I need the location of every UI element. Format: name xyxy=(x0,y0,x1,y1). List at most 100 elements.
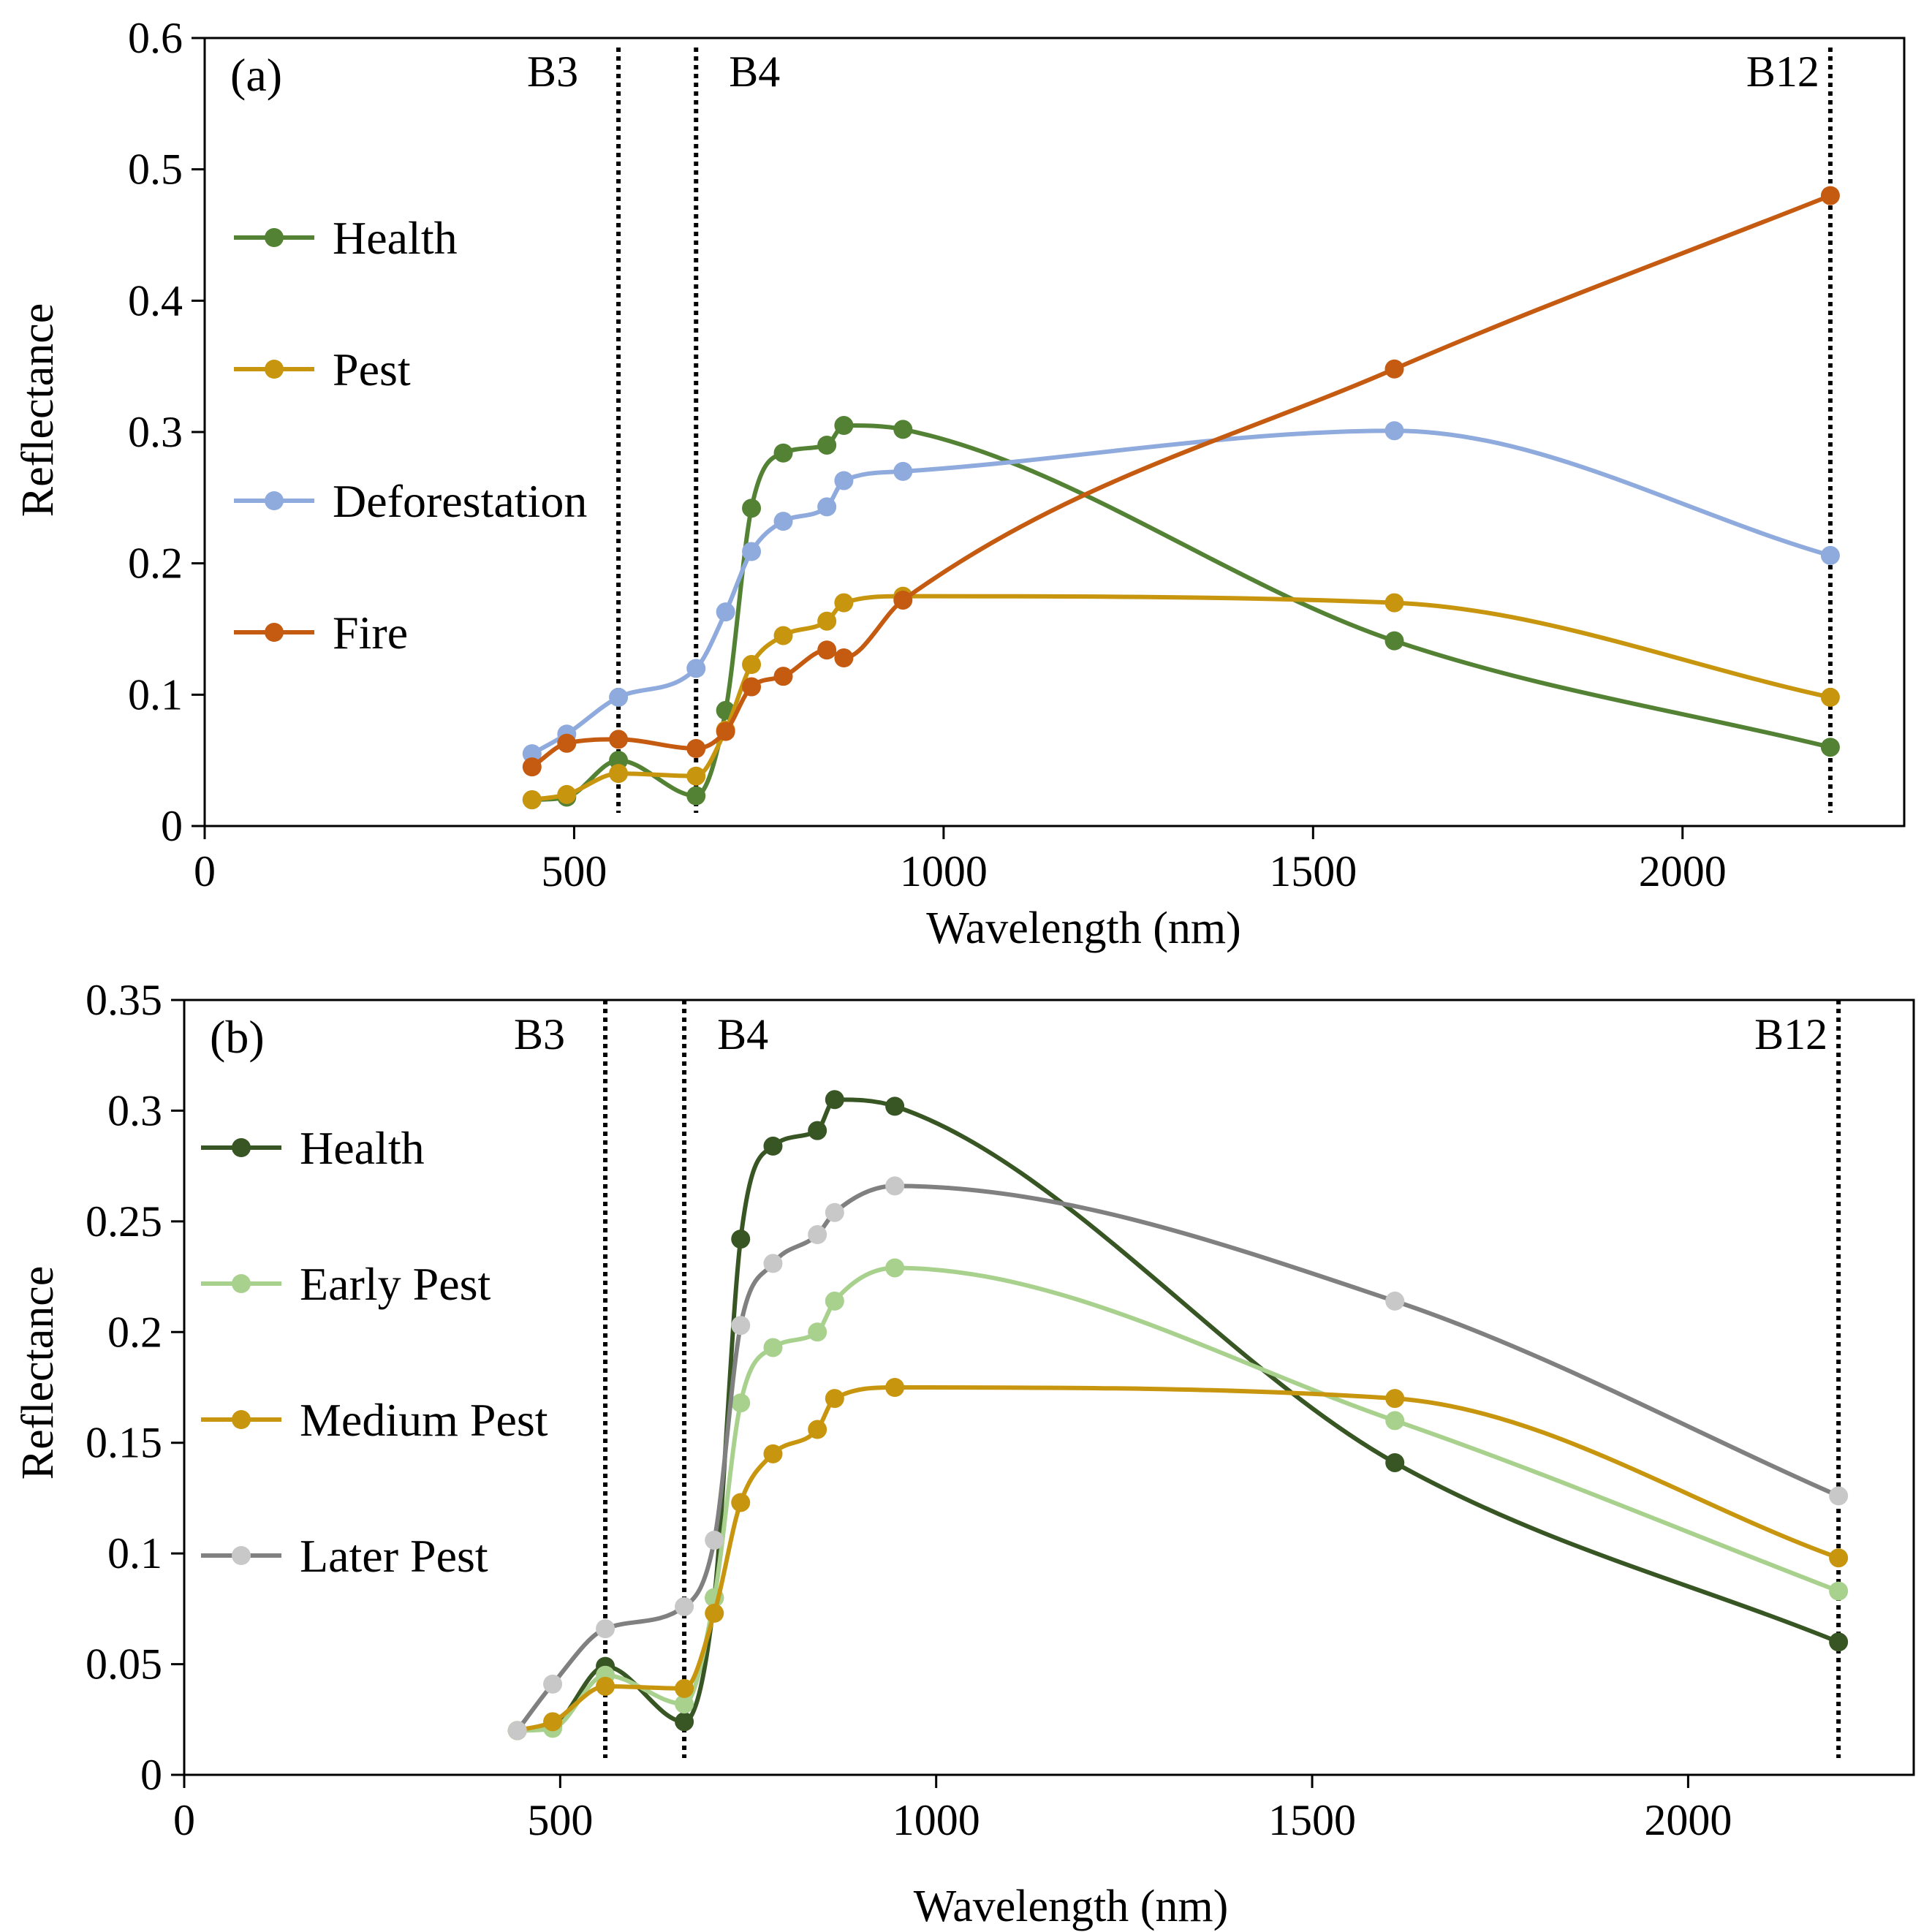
panel-a-data-point-health xyxy=(1385,632,1404,651)
panel-a-band-label-b12: B12 xyxy=(1746,48,1819,96)
panel-a-data-point-fire xyxy=(1385,360,1404,379)
panel-a-data-point-deforestation xyxy=(1821,546,1840,565)
panel-b-y-tick-label: 0.35 xyxy=(86,976,162,1024)
panel-b-band-label-b12: B12 xyxy=(1754,1010,1827,1058)
panel-b-y-tick-label: 0.1 xyxy=(107,1529,162,1577)
panel-a-data-point-fire xyxy=(834,648,853,667)
panel-a-data-point-pest xyxy=(686,767,705,786)
panel-a-band-label-b3: B3 xyxy=(527,48,578,96)
panel-a-label: (a) xyxy=(230,49,282,101)
panel-a-data-point-fire xyxy=(609,730,628,749)
panel-a-x-tick-label: 1500 xyxy=(1269,847,1357,895)
panel-a-data-point-health xyxy=(742,499,761,518)
panel-b-data-point-medium-pest xyxy=(885,1378,904,1397)
panel-a-y-tick-label: 0.3 xyxy=(128,408,183,456)
panel-a-data-point-deforestation xyxy=(817,497,836,516)
panel-b-series-line-later-pest xyxy=(518,1186,1838,1730)
panel-b-series-line-health xyxy=(518,1099,1838,1730)
panel-b-legend-item-medium-pest: Medium Pest xyxy=(201,1394,548,1446)
panel-b-legend-label-health: Health xyxy=(300,1122,425,1174)
panel-a-legend-marker-fire xyxy=(265,623,284,642)
panel-a-series-line-fire xyxy=(532,196,1830,768)
panel-a-data-point-fire xyxy=(686,739,705,758)
panel-b-x-axis-title: Wavelength (nm) xyxy=(914,1882,1229,1931)
panel-a-legend-label-health: Health xyxy=(333,212,458,264)
panel-b-x-tick-label: 1000 xyxy=(893,1796,980,1844)
panel-b-x-tick-label: 1500 xyxy=(1268,1796,1356,1844)
panel-b-data-point-health xyxy=(731,1230,750,1249)
panel-a-data-point-health xyxy=(893,420,912,439)
panel-b-data-point-medium-pest xyxy=(705,1604,724,1623)
panel-b-band-label-b4: B4 xyxy=(717,1010,768,1058)
panel-b-data-point-early-pest xyxy=(763,1338,782,1357)
panel-b-data-point-health xyxy=(1829,1632,1848,1651)
panel-a-x-tick-label: 500 xyxy=(541,847,607,895)
panel-a-data-point-pest xyxy=(609,764,628,783)
panel-a-data-point-fire xyxy=(1821,186,1840,205)
panel-a-data-point-fire xyxy=(774,667,793,686)
panel-b-y-tick-label: 0.15 xyxy=(86,1419,162,1467)
panel-b-legend-item-early-pest: Early Pest xyxy=(201,1258,491,1310)
panel-a-data-point-fire xyxy=(716,722,735,741)
panel-b-legend-item-health: Health xyxy=(201,1122,425,1174)
panel-a-y-tick-label: 0.6 xyxy=(128,14,183,62)
panel-b-data-point-medium-pest xyxy=(808,1420,827,1439)
panel-a-legend-label-pest: Pest xyxy=(333,344,411,395)
panel-b-data-point-medium-pest xyxy=(763,1444,782,1463)
panel-b-data-point-health xyxy=(1385,1453,1404,1472)
panel-b-band-label-b3: B3 xyxy=(514,1010,565,1058)
panel-b-legend-marker-later-pest xyxy=(232,1546,251,1565)
panel-a-data-point-deforestation xyxy=(742,542,761,561)
panel-b-data-point-later-pest xyxy=(763,1254,782,1273)
panel-a-legend-item-deforestation: Deforestation xyxy=(234,475,587,527)
panel-a-data-point-pest xyxy=(1821,688,1840,707)
panel-b-data-point-early-pest xyxy=(1829,1582,1848,1601)
panel-b-legend-marker-medium-pest xyxy=(232,1410,251,1429)
panel-b-data-point-health xyxy=(808,1121,827,1140)
panel-b-series-line-medium-pest xyxy=(518,1387,1838,1730)
panel-a-y-axis-title: Reflectance xyxy=(13,303,63,518)
panel-b-y-tick-label: 0 xyxy=(140,1751,162,1799)
panel-a-data-point-deforestation xyxy=(834,471,853,490)
panel-b-data-point-medium-pest xyxy=(543,1712,562,1731)
panel-b-legend-label-medium-pest: Medium Pest xyxy=(300,1394,548,1446)
panel-b-data-point-health xyxy=(675,1712,694,1731)
panel-a-data-point-pest xyxy=(742,655,761,674)
panel-a-legend-label-deforestation: Deforestation xyxy=(333,475,587,527)
panel-a-data-point-health xyxy=(817,436,836,455)
panel-b-y-tick-label: 0.2 xyxy=(107,1308,162,1356)
panel-b-data-point-later-pest xyxy=(675,1597,694,1616)
panel-a-data-point-deforestation xyxy=(774,512,793,531)
panel-a-data-point-health xyxy=(686,787,705,806)
panel-a: 0 500 1000 1500 2000 0 0.1 0.2 0.3 0.4 0.5 0.6 B3 B4… xyxy=(13,14,1904,953)
panel-b-x-tick-label: 0 xyxy=(173,1796,195,1844)
panel-b-data-point-later-pest xyxy=(705,1531,724,1550)
panel-a-data-point-pest xyxy=(523,790,542,809)
panel-b-data-point-later-pest xyxy=(508,1721,527,1740)
panel-a-data-point-pest xyxy=(817,612,836,631)
panel-a-legend-item-fire: Fire xyxy=(234,607,408,659)
panel-b-x-tick-label: 500 xyxy=(527,1796,593,1844)
panel-a-data-point-pest xyxy=(1385,594,1404,613)
panel-b: 0 500 1000 1500 2000 0 0.05 0.1 0.15 0.2 0.25 0.3 0.… xyxy=(13,976,1914,1931)
panel-b-x-tick-label: 2000 xyxy=(1644,1796,1732,1844)
panel-a-legend-item-pest: Pest xyxy=(234,344,411,395)
panel-b-data-point-early-pest xyxy=(1385,1411,1404,1430)
panel-b-label: (b) xyxy=(210,1011,265,1063)
panel-b-data-point-medium-pest xyxy=(596,1677,615,1696)
panel-b-legend-label-early-pest: Early Pest xyxy=(300,1258,491,1310)
panel-b-data-point-later-pest xyxy=(1829,1486,1848,1505)
panel-a-data-point-deforestation xyxy=(609,688,628,707)
panel-b-data-point-early-pest xyxy=(731,1393,750,1412)
panel-b-data-point-later-pest xyxy=(543,1675,562,1694)
panel-b-y-tick-label: 0.05 xyxy=(86,1640,162,1689)
panel-a-data-point-deforestation xyxy=(893,462,912,481)
panel-a-x-tick-label: 0 xyxy=(194,847,216,895)
panel-a-data-point-fire xyxy=(893,591,912,610)
panel-a-y-tick-label: 0.4 xyxy=(128,276,183,325)
panel-b-data-point-medium-pest xyxy=(731,1493,750,1512)
panel-a-data-point-health xyxy=(834,416,853,435)
panel-b-data-point-early-pest xyxy=(825,1292,844,1311)
panel-a-data-point-fire xyxy=(523,757,542,776)
panel-b-series-health xyxy=(508,1090,1848,1740)
